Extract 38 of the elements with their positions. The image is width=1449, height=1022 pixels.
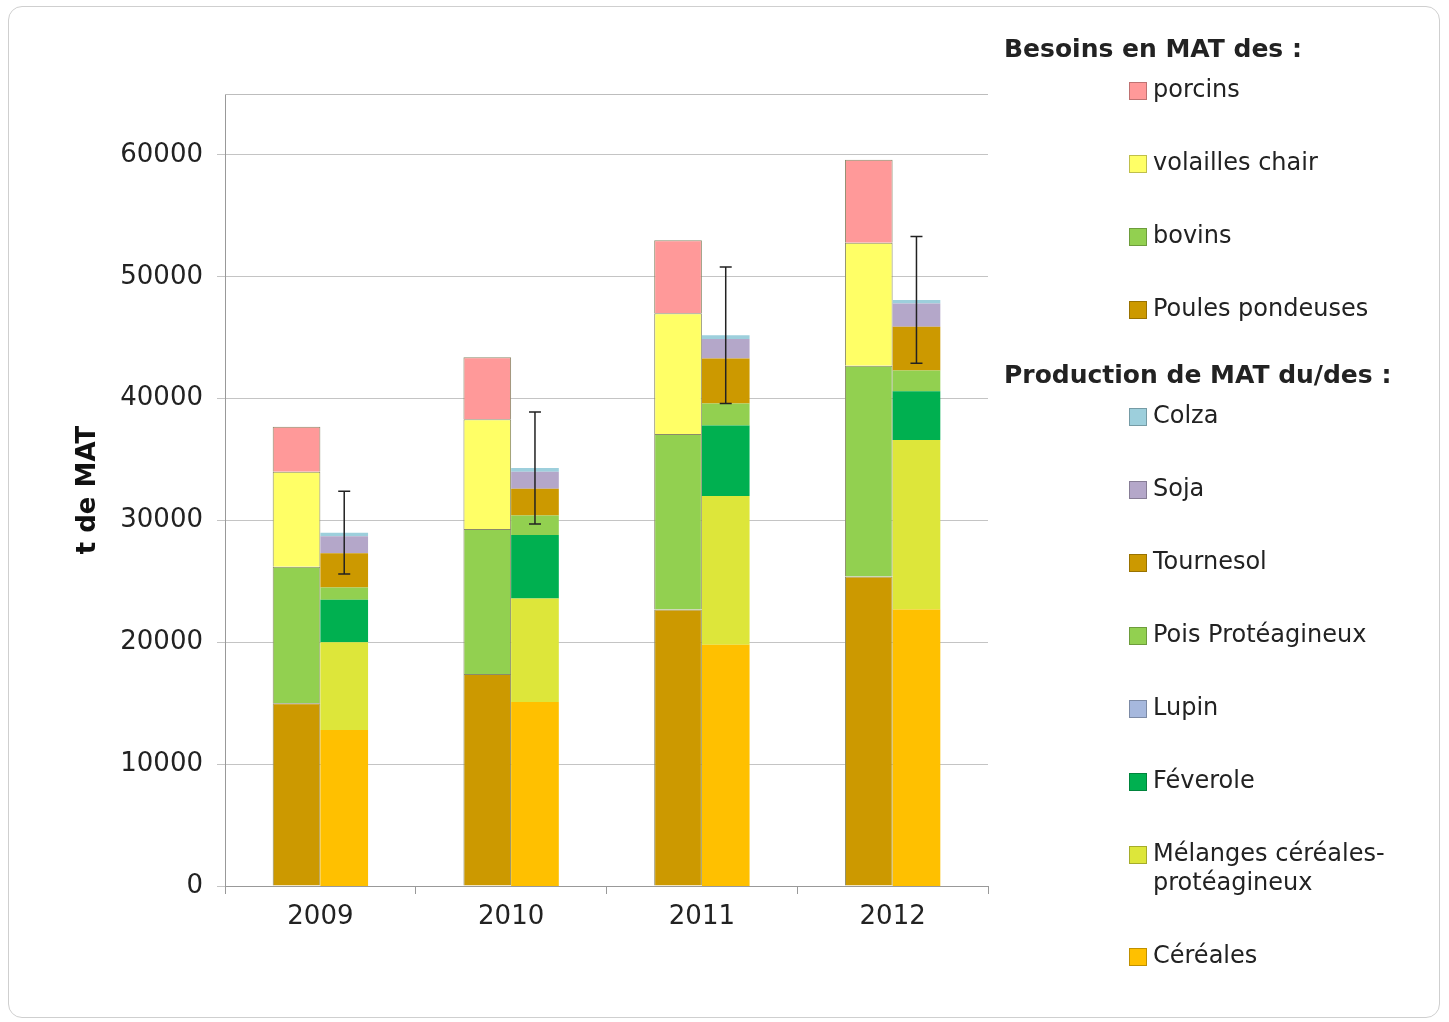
bar [701, 335, 750, 339]
x-tick-label: 2012 [859, 900, 926, 931]
y-tick-label: 30000 [120, 503, 203, 534]
y-tick-label: 60000 [120, 137, 203, 168]
bar [320, 553, 369, 588]
bar [511, 488, 559, 516]
bar [892, 391, 941, 441]
bar [511, 471, 559, 489]
x-tick-label: 2009 [287, 900, 354, 931]
legend-label: Tournesol [1153, 547, 1267, 576]
y-tick-label: 10000 [120, 746, 203, 777]
bar [892, 303, 941, 327]
legend-label: porcins [1153, 75, 1240, 104]
x-tick-label: 2011 [668, 900, 735, 931]
legend-label: Colza [1153, 401, 1219, 430]
bar [511, 468, 559, 472]
x-tick-label: 2010 [478, 900, 545, 931]
legend-label: Féverole [1153, 766, 1255, 795]
bar [701, 403, 750, 426]
legend-label: Mélanges céréales-protéagineux [1153, 839, 1386, 897]
bar [320, 536, 369, 554]
y-tick-label: 20000 [120, 625, 203, 656]
legend-label: Soja [1153, 474, 1205, 503]
legend-label: Lupin [1153, 693, 1219, 722]
legend-label: bovins [1153, 221, 1232, 250]
legend-label: Céréales [1153, 941, 1258, 970]
legend-label: Poules pondeuses [1153, 294, 1369, 323]
bar [320, 599, 369, 643]
y-tick-label: 0 [186, 868, 203, 899]
legend-title: Production de MAT du/des : [1004, 360, 1393, 389]
bar [892, 299, 941, 304]
legend-label: volailles chair [1153, 148, 1318, 177]
y-tick-label: 50000 [120, 259, 203, 290]
bar [701, 338, 750, 359]
y-tick-label: 40000 [120, 381, 203, 412]
y-axis-title: t de MAT [71, 425, 102, 555]
legend-label: Pois Protéagineux [1153, 620, 1367, 649]
legend-title: Besoins en MAT des : [1004, 34, 1303, 63]
